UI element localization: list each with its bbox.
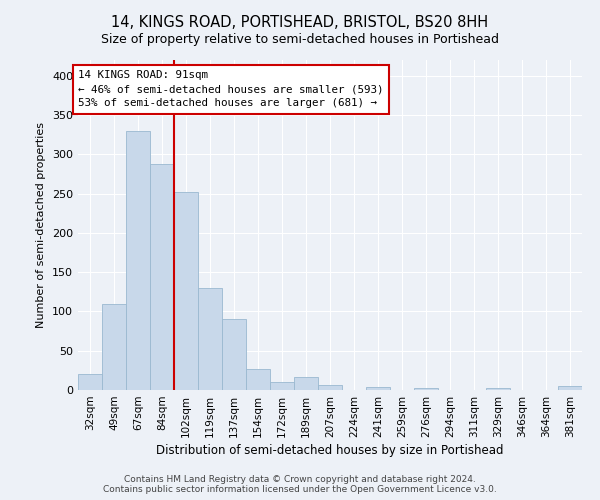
Bar <box>486 388 510 390</box>
Text: 14 KINGS ROAD: 91sqm
← 46% of semi-detached houses are smaller (593)
53% of semi: 14 KINGS ROAD: 91sqm ← 46% of semi-detac… <box>79 70 384 108</box>
Bar <box>198 288 222 390</box>
Bar <box>246 369 270 390</box>
Bar <box>414 388 438 390</box>
Bar <box>150 164 174 390</box>
Text: 14, KINGS ROAD, PORTISHEAD, BRISTOL, BS20 8HH: 14, KINGS ROAD, PORTISHEAD, BRISTOL, BS2… <box>112 15 488 30</box>
X-axis label: Distribution of semi-detached houses by size in Portishead: Distribution of semi-detached houses by … <box>156 444 504 457</box>
Bar <box>78 374 102 390</box>
Bar <box>174 192 198 390</box>
Bar <box>366 387 390 390</box>
Bar <box>294 376 318 390</box>
Text: Size of property relative to semi-detached houses in Portishead: Size of property relative to semi-detach… <box>101 32 499 46</box>
Bar <box>270 382 294 390</box>
Bar <box>318 386 342 390</box>
Bar <box>126 130 150 390</box>
Bar <box>558 386 582 390</box>
Text: Contains HM Land Registry data © Crown copyright and database right 2024.
Contai: Contains HM Land Registry data © Crown c… <box>103 474 497 494</box>
Y-axis label: Number of semi-detached properties: Number of semi-detached properties <box>37 122 46 328</box>
Bar <box>222 320 246 390</box>
Bar <box>102 304 126 390</box>
